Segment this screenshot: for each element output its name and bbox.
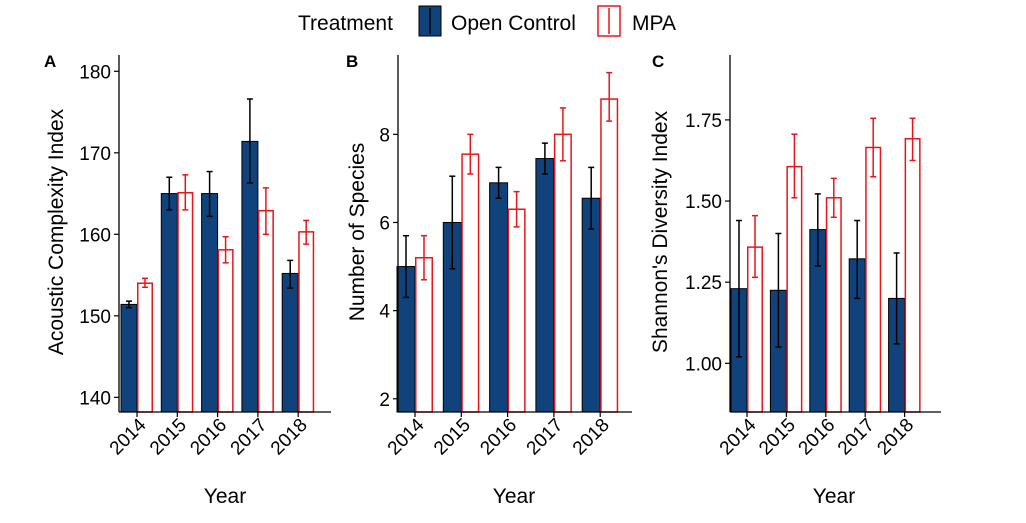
legend: Treatment Open Control MPA xyxy=(298,5,676,37)
x-tick-label-a-2017: 2017 xyxy=(227,415,272,460)
bar-c-mpa-2015 xyxy=(786,165,803,413)
bar-a-open-2018 xyxy=(281,272,299,413)
y-tick-label-a-0: 140 xyxy=(79,388,111,409)
bar-b-mpa-2014 xyxy=(415,256,433,413)
panel-label-b: B xyxy=(346,52,358,71)
panel-label-c: C xyxy=(652,52,664,71)
legend-title: Treatment xyxy=(298,12,393,35)
bar-a-open-2014 xyxy=(120,303,138,413)
y-tick-label-c-1: 1.25 xyxy=(685,273,722,294)
panel-label-a: A xyxy=(44,52,56,71)
x-tick-label-c-2018: 2018 xyxy=(873,415,918,460)
x-tick-label-b-2016: 2016 xyxy=(476,415,521,460)
bar-a-mpa-2017 xyxy=(257,209,274,413)
bar-b-open-2016 xyxy=(489,182,509,413)
y-tick-label-c-3: 1.75 xyxy=(685,111,722,132)
bar-b-mpa-2016 xyxy=(507,208,526,413)
y-axis-title-b: Number of Species xyxy=(346,143,369,322)
legend-label-mpa: MPA xyxy=(632,12,676,35)
y-axis-title-c: Shannon's Diversity Index xyxy=(649,110,672,353)
x-tick-label-a-2016: 2016 xyxy=(186,415,231,460)
bar-a-open-2016 xyxy=(201,193,219,413)
x-axis-title-c: Year xyxy=(813,485,855,508)
x-tick-label-a-2018: 2018 xyxy=(267,415,312,460)
y-tick-label-b-2: 6 xyxy=(379,213,390,234)
x-tick-label-c-2015: 2015 xyxy=(755,415,800,460)
bar-a-mpa-2014 xyxy=(137,282,153,413)
bar-c-mpa-2017 xyxy=(865,146,882,413)
bar-b-mpa-2018 xyxy=(600,98,619,413)
x-tick-label-c-2016: 2016 xyxy=(795,415,840,460)
bar-a-mpa-2015 xyxy=(177,191,194,413)
legend-label-open-control: Open Control xyxy=(451,12,576,35)
y-tick-label-a-2: 160 xyxy=(79,225,111,246)
bar-a-mpa-2018 xyxy=(298,231,315,413)
bar-b-mpa-2015 xyxy=(461,153,480,413)
y-tick-label-a-4: 180 xyxy=(79,62,111,83)
y-axis-title-a: Acoustic Complexity Index xyxy=(45,108,68,355)
y-tick-label-c-0: 1.00 xyxy=(685,354,722,375)
x-tick-label-b-2017: 2017 xyxy=(523,415,568,460)
bar-c-mpa-2018 xyxy=(904,137,921,413)
y-tick-label-a-3: 170 xyxy=(79,144,111,165)
x-tick-label-b-2018: 2018 xyxy=(569,415,614,460)
y-tick-label-a-1: 150 xyxy=(79,307,111,328)
bar-a-open-2015 xyxy=(160,193,178,413)
x-tick-label-c-2014: 2014 xyxy=(716,414,761,459)
y-tick-label-b-1: 4 xyxy=(379,302,390,323)
y-tick-label-c-2: 1.50 xyxy=(685,192,722,213)
x-tick-label-b-2015: 2015 xyxy=(430,415,475,460)
y-tick-label-b-3: 8 xyxy=(379,125,390,146)
bar-c-mpa-2016 xyxy=(825,197,842,413)
x-axis-title-a: Year xyxy=(204,485,246,508)
bar-b-open-2018 xyxy=(581,197,601,413)
bar-a-mpa-2016 xyxy=(217,249,234,413)
panel-b: 2014 2015 2016 2017 2018 2 4 6 8 xyxy=(379,55,632,459)
x-axis-title-b: Year xyxy=(493,485,535,508)
bar-b-open-2017 xyxy=(535,158,555,413)
y-tick-label-b-0: 2 xyxy=(379,390,390,411)
x-tick-label-b-2014: 2014 xyxy=(384,414,429,459)
x-tick-label-a-2014: 2014 xyxy=(106,414,151,459)
x-tick-label-a-2015: 2015 xyxy=(146,415,191,460)
x-tick-label-c-2017: 2017 xyxy=(834,415,879,460)
bar-b-mpa-2017 xyxy=(553,133,572,413)
